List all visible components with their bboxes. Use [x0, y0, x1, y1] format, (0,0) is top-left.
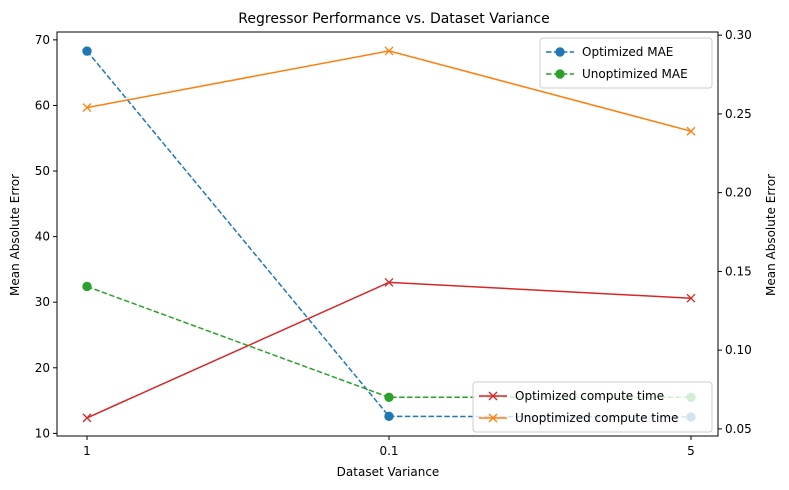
- x-tick-label: 1: [83, 444, 91, 458]
- chart-title: Regressor Performance vs. Dataset Varian…: [238, 11, 549, 27]
- x-axis-label: Dataset Variance: [337, 465, 440, 479]
- legend-label-optimized-compute-time: Optimized compute time: [515, 389, 664, 403]
- y-tick-label-right: 0.20: [725, 186, 752, 200]
- data-point-unoptimized-compute-time: [82, 103, 92, 113]
- data-point-unoptimized-compute-time: [384, 46, 394, 56]
- y-tick-label-left: 60: [35, 98, 50, 112]
- y-tick-label-right: 0.10: [725, 343, 752, 357]
- legend-label-optimized-mae: Optimized MAE: [582, 45, 673, 59]
- y-axis-label-left: Mean Absolute Error: [8, 174, 22, 296]
- legend-marker-unoptimized-compute-time: [488, 413, 498, 423]
- data-point-optimized-compute-time: [82, 413, 92, 423]
- y-tick-label-right: 0.15: [725, 264, 752, 278]
- legend-frame: [472, 381, 713, 433]
- legend-marker-unoptimized-mae: [555, 69, 565, 79]
- y-tick-label-right: 0.25: [725, 107, 752, 121]
- y-tick-label-right: 0.30: [725, 28, 752, 42]
- y-tick-label-left: 30: [35, 295, 50, 309]
- y-tick-label-left: 40: [35, 230, 50, 244]
- legend-label-unoptimized-compute-time: Unoptimized compute time: [515, 411, 678, 425]
- data-point-optimized-mae: [384, 411, 394, 422]
- y-tick-label-left: 50: [35, 164, 50, 178]
- data-point-optimized-compute-time: [384, 277, 394, 287]
- legend-left-mae: Optimized MAE Unoptimized MAE: [539, 37, 713, 89]
- x-tick-label: 5: [687, 444, 695, 458]
- legend-marker-optimized-mae: [555, 47, 565, 57]
- data-point-optimized-mae: [82, 46, 92, 56]
- plot-area-frame: [56, 31, 719, 437]
- y-tick-label-left: 10: [35, 426, 50, 440]
- legend-label-unoptimized-mae: Unoptimized MAE: [582, 67, 688, 81]
- data-point-unoptimized-mae: [384, 392, 394, 403]
- y-tick-label-left: 20: [35, 361, 50, 375]
- data-point-optimized-compute-time: [686, 293, 696, 303]
- legend-frame: [539, 37, 713, 89]
- legend-marker-optimized-compute-time: [488, 391, 498, 401]
- y-tick-label-right: 0.05: [725, 422, 752, 436]
- x-tick-label: 0.1: [379, 444, 398, 458]
- y-axis-label-right: Mean Absolute Error: [764, 174, 778, 296]
- legend-right-compute-time: Optimized compute time Unoptimized comput…: [472, 381, 713, 433]
- data-point-unoptimized-mae: [82, 281, 92, 292]
- data-point-unoptimized-compute-time: [686, 126, 696, 136]
- y-tick-label-left: 70: [35, 33, 50, 47]
